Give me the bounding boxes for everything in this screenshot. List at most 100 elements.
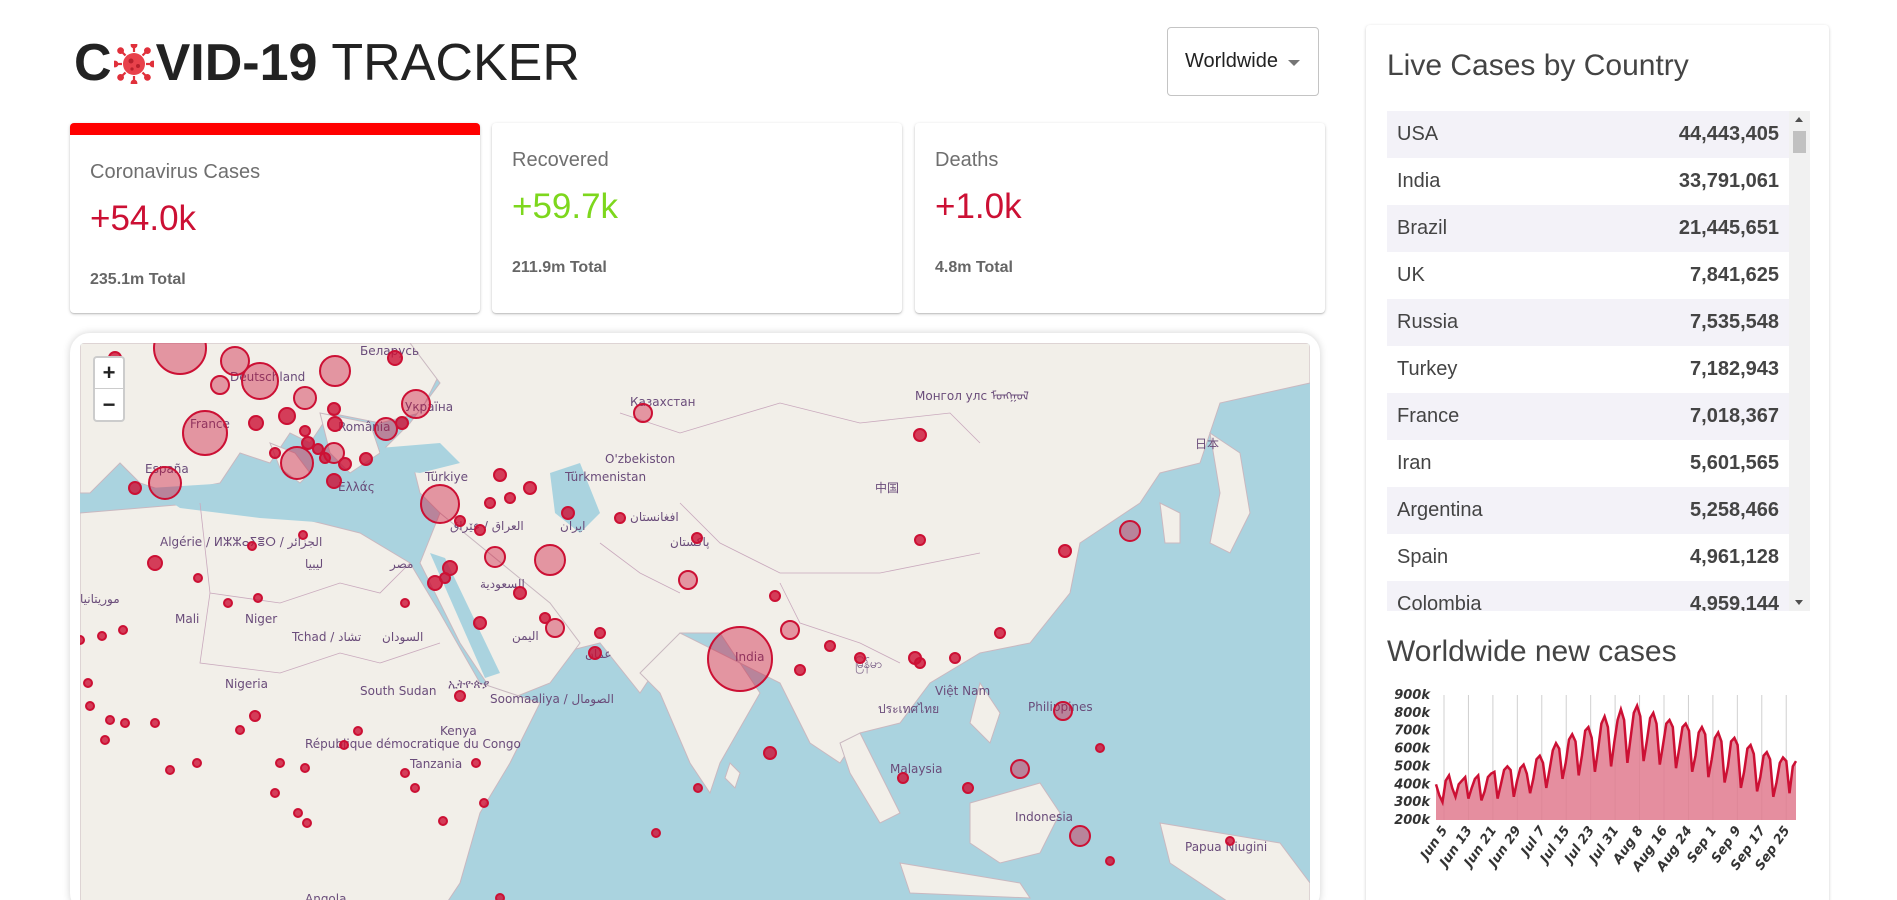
case-bubble[interactable]: [293, 808, 303, 818]
case-bubble[interactable]: [128, 481, 142, 495]
case-bubble[interactable]: [545, 618, 565, 638]
case-bubble[interactable]: [387, 350, 403, 366]
case-bubble[interactable]: [105, 715, 115, 725]
cases-card[interactable]: Coronavirus Cases +54.0k 235.1m Total: [70, 123, 480, 313]
case-bubble[interactable]: [691, 532, 703, 544]
case-bubble[interactable]: [220, 346, 250, 376]
case-bubble[interactable]: [83, 678, 93, 688]
case-bubble[interactable]: [588, 646, 602, 660]
case-bubble[interactable]: [374, 417, 398, 441]
case-bubble[interactable]: [504, 492, 516, 504]
case-bubble[interactable]: [97, 631, 107, 641]
zoom-out-button[interactable]: −: [102, 391, 116, 417]
case-bubble[interactable]: [651, 828, 661, 838]
case-bubble[interactable]: [897, 772, 909, 784]
recovered-card[interactable]: Recovered +59.7k 211.9m Total: [492, 123, 902, 313]
case-bubbles[interactable]: [80, 343, 1235, 900]
case-bubble[interactable]: [513, 586, 527, 600]
case-bubble[interactable]: [561, 506, 575, 520]
case-bubble[interactable]: [493, 468, 507, 482]
case-bubble[interactable]: [420, 484, 460, 524]
case-bubble[interactable]: [854, 652, 866, 664]
case-bubble[interactable]: [80, 635, 85, 645]
case-bubble[interactable]: [192, 758, 202, 768]
case-bubble[interactable]: [473, 616, 487, 630]
case-bubble[interactable]: [539, 612, 551, 624]
case-bubble[interactable]: [479, 798, 489, 808]
case-bubble[interactable]: [523, 481, 537, 495]
country-select[interactable]: Worldwide: [1167, 27, 1319, 96]
case-bubble[interactable]: [471, 758, 481, 768]
case-bubble[interactable]: [594, 627, 606, 639]
case-bubble[interactable]: [401, 389, 431, 419]
case-bubble[interactable]: [454, 515, 466, 527]
case-bubble[interactable]: [85, 701, 95, 711]
case-bubble[interactable]: [427, 575, 443, 591]
case-bubble[interactable]: [300, 763, 310, 773]
case-bubble[interactable]: [438, 816, 448, 826]
deaths-card[interactable]: Deaths +1.0k 4.8m Total: [915, 123, 1325, 313]
case-bubble[interactable]: [301, 436, 315, 450]
case-bubble[interactable]: [1119, 520, 1141, 542]
case-bubble[interactable]: [278, 407, 296, 425]
case-bubble[interactable]: [326, 473, 342, 489]
case-bubble[interactable]: [962, 782, 974, 794]
case-bubble[interactable]: [210, 375, 230, 395]
case-bubble[interactable]: [319, 452, 331, 464]
case-bubble[interactable]: [454, 690, 466, 702]
case-bubble[interactable]: [763, 746, 777, 760]
case-bubble[interactable]: [327, 416, 343, 432]
case-bubble[interactable]: [182, 410, 228, 456]
case-bubble[interactable]: [241, 362, 279, 400]
case-bubble[interactable]: [193, 573, 203, 583]
case-bubble[interactable]: [614, 512, 626, 524]
case-bubble[interactable]: [1105, 856, 1115, 866]
case-bubble[interactable]: [270, 788, 280, 798]
case-bubble[interactable]: [338, 457, 352, 471]
case-bubble[interactable]: [148, 466, 182, 500]
case-bubble[interactable]: [824, 640, 836, 652]
world-map[interactable]: Беларусь Deutschland France España Украї…: [80, 343, 1310, 900]
case-bubble[interactable]: [769, 590, 781, 602]
case-bubble[interactable]: [1069, 825, 1091, 847]
case-bubble[interactable]: [120, 718, 130, 728]
case-bubble[interactable]: [223, 598, 233, 608]
case-bubble[interactable]: [395, 416, 409, 430]
case-bubble[interactable]: [1225, 836, 1235, 846]
case-bubble[interactable]: [118, 625, 128, 635]
case-bubble[interactable]: [150, 718, 160, 728]
case-bubble[interactable]: [248, 415, 264, 431]
case-bubble[interactable]: [1058, 544, 1072, 558]
case-bubble[interactable]: [319, 355, 351, 387]
case-bubble[interactable]: [359, 452, 373, 466]
zoom-in-button[interactable]: +: [95, 358, 123, 389]
scroll-down-icon[interactable]: [1795, 600, 1803, 605]
case-bubble[interactable]: [353, 726, 363, 736]
case-bubble[interactable]: [312, 443, 324, 455]
table-scrollbar[interactable]: [1789, 111, 1810, 611]
case-bubble[interactable]: [253, 593, 263, 603]
case-bubble[interactable]: [914, 534, 926, 546]
case-bubble[interactable]: [484, 546, 506, 568]
case-bubble[interactable]: [534, 544, 566, 576]
case-bubble[interactable]: [235, 725, 245, 735]
case-bubble[interactable]: [400, 598, 410, 608]
case-bubble[interactable]: [1010, 759, 1030, 779]
case-bubble[interactable]: [474, 524, 486, 536]
case-bubble[interactable]: [913, 428, 927, 442]
case-bubble[interactable]: [339, 740, 349, 750]
case-bubble[interactable]: [327, 402, 341, 416]
case-bubble[interactable]: [100, 735, 110, 745]
case-bubble[interactable]: [780, 620, 800, 640]
case-bubble[interactable]: [249, 710, 261, 722]
case-bubble[interactable]: [302, 818, 312, 828]
case-bubble[interactable]: [147, 555, 163, 571]
scroll-thumb[interactable]: [1793, 131, 1806, 153]
case-bubble[interactable]: [280, 446, 314, 480]
case-bubble[interactable]: [293, 386, 317, 410]
case-bubble[interactable]: [707, 626, 773, 692]
map-canvas[interactable]: Беларусь Deutschland France España Украї…: [80, 343, 1310, 900]
case-bubble[interactable]: [794, 664, 806, 676]
case-bubble[interactable]: [269, 447, 281, 459]
case-bubble[interactable]: [1053, 701, 1073, 721]
